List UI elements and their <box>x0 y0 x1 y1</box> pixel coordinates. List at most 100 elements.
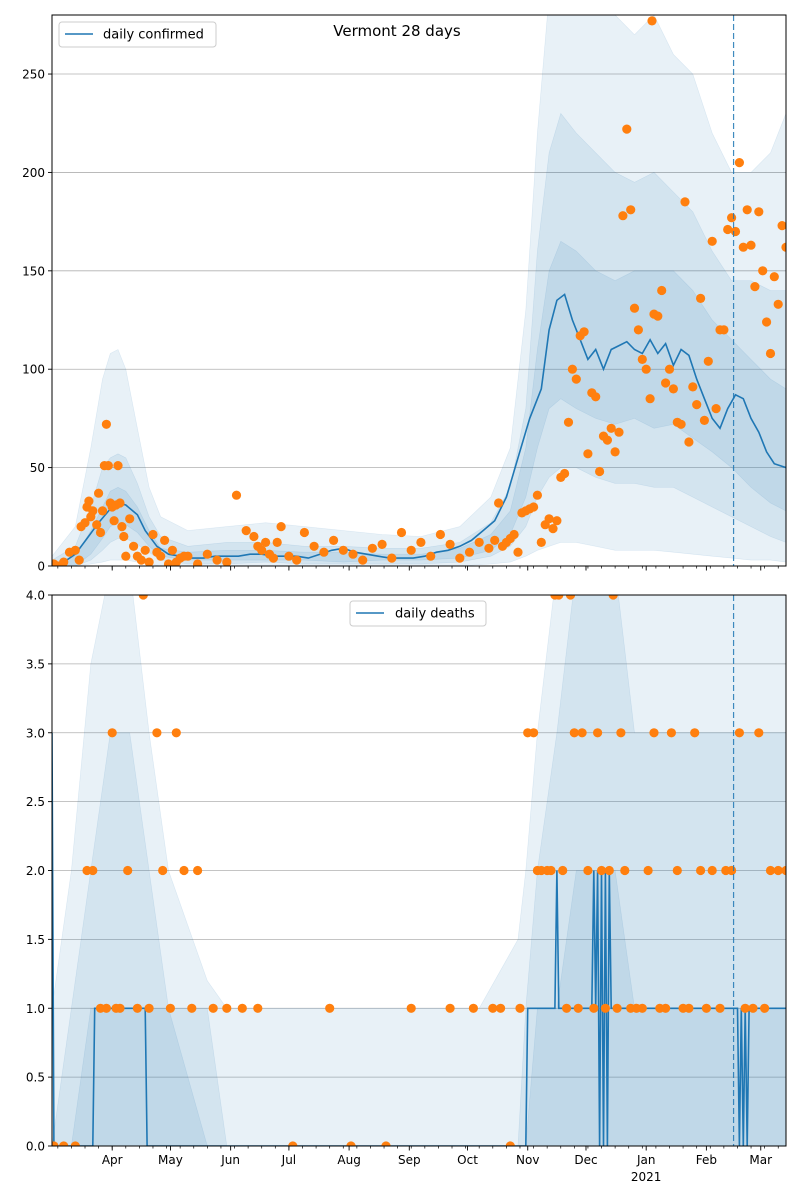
deaths-data-point <box>740 1003 750 1013</box>
deaths-data-point <box>59 1141 69 1146</box>
deaths-data-point <box>445 1003 455 1013</box>
deaths-data-point <box>715 1003 725 1013</box>
confirmed-data-point <box>348 549 358 559</box>
deaths-y-tick-label: 0.0 <box>26 1140 45 1154</box>
deaths-data-point <box>144 1003 154 1013</box>
confirmed-data-point <box>377 539 387 550</box>
deaths-data-point <box>468 1003 478 1013</box>
confirmed-data-point <box>94 488 104 498</box>
confirmed-data-point <box>119 531 129 542</box>
x-month-label: Feb <box>696 1153 717 1167</box>
confirmed-data-point <box>80 518 90 528</box>
deaths-data-point <box>649 728 659 738</box>
confirmed-data-point <box>113 461 123 471</box>
confirmed-data-point <box>591 392 601 402</box>
deaths-data-point <box>754 728 764 738</box>
confirmed-data-point <box>329 535 339 546</box>
deaths-data-point <box>562 1003 572 1013</box>
confirmed-data-point <box>633 325 644 335</box>
deaths-data-point <box>406 1003 416 1013</box>
deaths-data-point <box>583 865 593 876</box>
deaths-mean-series <box>52 732 786 1146</box>
deaths-data-point <box>620 865 630 876</box>
confirmed-data-point <box>711 404 721 414</box>
confirmed-data-point <box>602 435 613 445</box>
confirmed-data-point <box>641 364 651 374</box>
deaths-data-point <box>600 1003 611 1013</box>
confirmed-data-point <box>387 553 397 563</box>
confirmed-y-axis: 0 50 100 150 200 250 <box>22 68 52 574</box>
confirmed-data-point <box>212 555 222 565</box>
confirmed-data-point <box>59 557 69 566</box>
confirmed-y-tick-label: 0 <box>37 560 45 574</box>
confirmed-panel: 0 50 100 150 200 250 Vermont 28 days daily co… <box>22 14 787 574</box>
deaths-data-point <box>696 865 706 876</box>
deaths-data-point <box>604 865 614 876</box>
deaths-data-point <box>381 1141 391 1146</box>
confirmed-data-point <box>156 551 166 561</box>
confirmed-data-point <box>464 547 475 557</box>
confirmed-data-point <box>629 303 640 313</box>
confirmed-data-point <box>222 557 232 566</box>
confirmed-data-point <box>95 527 106 538</box>
confirmed-data-point <box>692 400 702 410</box>
deaths-data-point <box>637 1003 647 1013</box>
confirmed-y-tick-label: 150 <box>22 264 45 278</box>
confirmed-data-point <box>261 537 271 548</box>
x-year-label: 2021 <box>631 1170 662 1184</box>
confirmed-data-point <box>769 272 779 282</box>
deaths-data-point <box>554 595 564 600</box>
confirmed-data-point <box>606 423 616 433</box>
confirmed-data-point <box>661 378 671 388</box>
confirmed-data-point <box>762 317 772 327</box>
deaths-y-tick-label: 1.0 <box>26 1002 45 1016</box>
confirmed-data-point <box>183 551 193 561</box>
deaths-data-point <box>515 1003 525 1013</box>
deaths-data-point <box>132 1003 142 1013</box>
confirmed-title: Vermont 28 days <box>333 22 461 40</box>
deaths-x-axis: Apr May Jun Jul Aug Sep Oct Nov Dec Jan 2021 Feb Mar <box>57 1146 779 1184</box>
confirmed-data-point <box>719 325 729 335</box>
confirmed-data-point <box>163 559 174 566</box>
confirmed-data-point <box>781 242 786 252</box>
deaths-data-point <box>529 728 539 738</box>
confirmed-data-point <box>703 356 713 366</box>
confirmed-data-point <box>618 211 628 221</box>
deaths-data-point <box>760 1003 770 1013</box>
confirmed-data-point <box>571 374 581 384</box>
deaths-data-point <box>672 865 682 876</box>
confirmed-data-point <box>622 124 632 134</box>
confirmed-data-point <box>645 394 655 404</box>
confirmed-data-point <box>567 364 578 374</box>
deaths-data-point <box>325 1003 335 1013</box>
confirmed-data-point <box>129 541 139 551</box>
deaths-panel: 0.0 0.5 1.0 1.5 2.0 2.5 3.0 3.5 4.0 Apr May Jun Jul… <box>26 589 787 1184</box>
confirmed-data-point <box>680 197 690 207</box>
confirmed-data-point <box>754 207 764 217</box>
confirmed-data-point <box>626 205 636 215</box>
confirmed-data-point <box>74 555 84 565</box>
confirmed-data-point <box>241 526 251 536</box>
deaths-mean-line <box>52 732 786 1146</box>
confirmed-data-point <box>367 543 377 553</box>
deaths-data-point <box>569 728 579 738</box>
confirmed-data-point <box>746 240 756 250</box>
confirmed-data-point <box>97 506 108 516</box>
x-month-label: Sep <box>398 1153 421 1167</box>
deaths-data-point <box>237 1003 247 1013</box>
confirmed-data-point <box>637 354 647 364</box>
deaths-data-point <box>288 1141 298 1146</box>
confirmed-data-point <box>579 327 589 337</box>
deaths-data-point <box>734 728 745 738</box>
confirmed-data-point <box>595 466 605 477</box>
confirmed-data-point <box>299 527 309 538</box>
confirmed-data-point <box>583 449 593 459</box>
confirmed-data-point <box>552 516 562 526</box>
confirmed-data-point <box>115 498 125 508</box>
x-month-label: Jan <box>636 1153 656 1167</box>
x-month-label: Apr <box>102 1153 123 1167</box>
confirmed-data-point <box>319 547 329 557</box>
confirmed-data-point <box>730 226 741 237</box>
confirmed-data-point <box>70 545 80 555</box>
deaths-data-point <box>253 1003 263 1013</box>
